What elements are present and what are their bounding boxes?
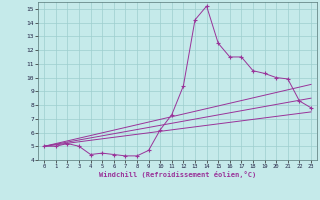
X-axis label: Windchill (Refroidissement éolien,°C): Windchill (Refroidissement éolien,°C) bbox=[99, 171, 256, 178]
